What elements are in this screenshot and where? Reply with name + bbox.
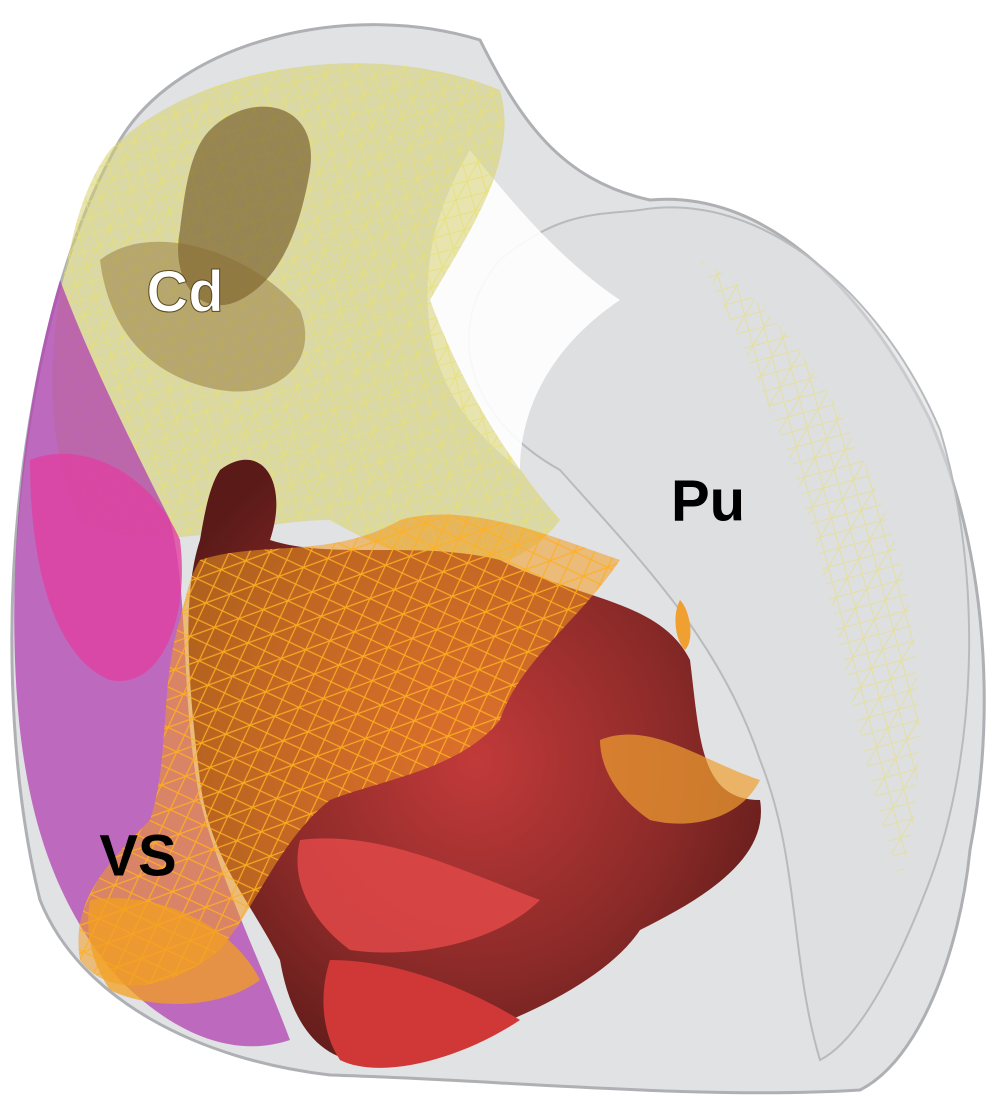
label-caudate: Cd: [146, 259, 223, 324]
page: {"labels": {"cd": "Cd", "pu": "Pu", "vs"…: [0, 0, 997, 1103]
label-ventral-striatum: VS: [99, 823, 176, 888]
label-putamen: Pu: [671, 468, 745, 533]
rendering: Cd Pu VS: [0, 0, 997, 1103]
